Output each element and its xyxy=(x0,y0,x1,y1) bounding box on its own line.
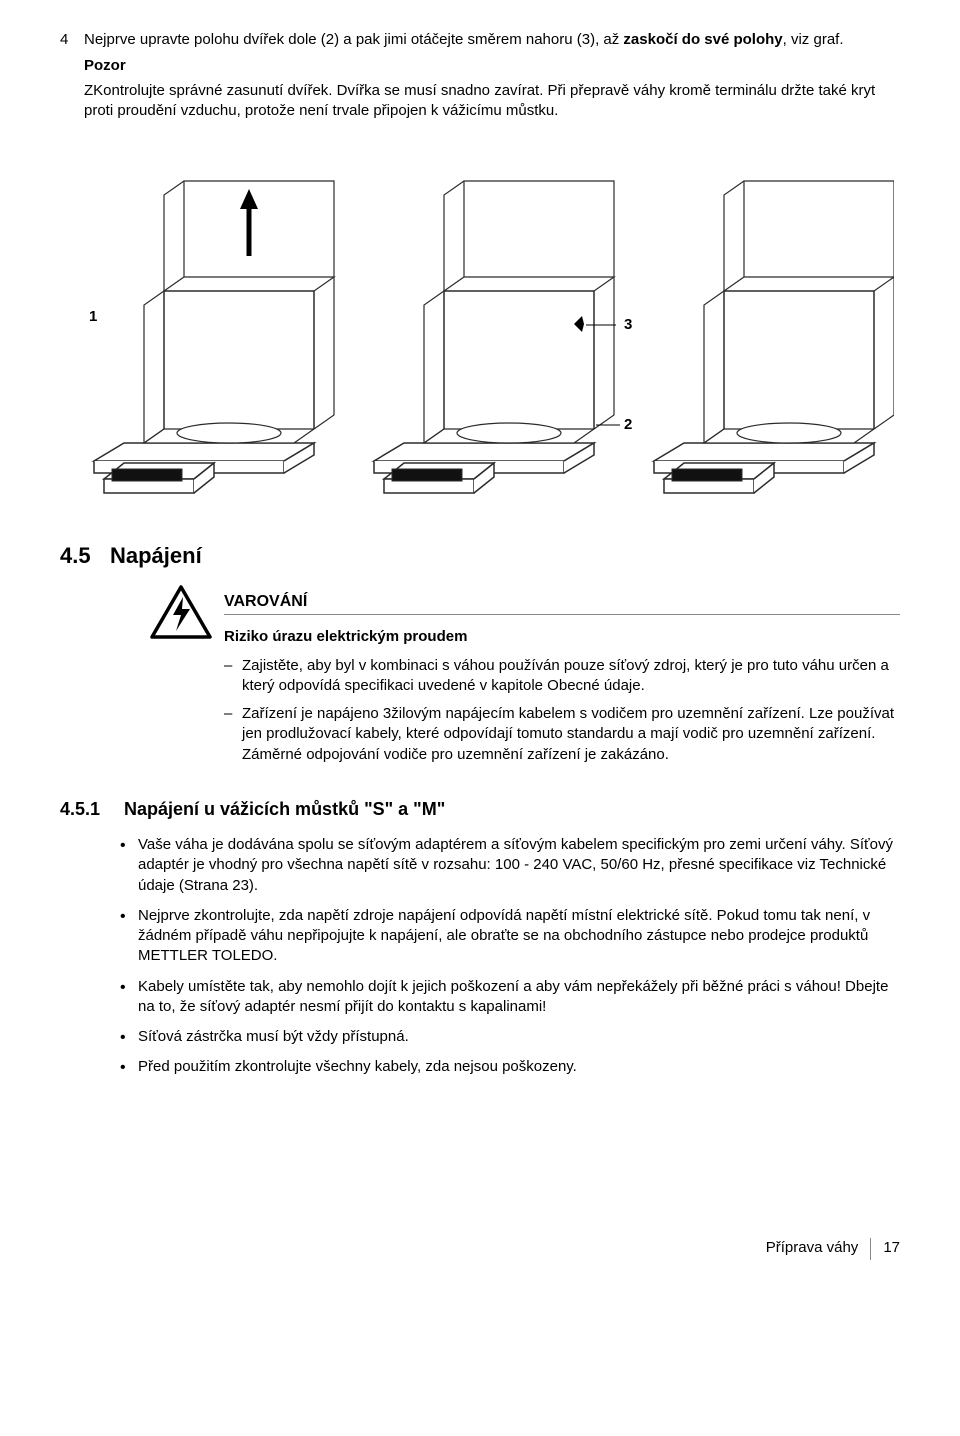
pozor-label: Pozor xyxy=(84,56,900,76)
heading-4-5-1: 4.5.1 Napájení u vážicích můstků "S" a "… xyxy=(60,797,900,821)
warning-body: VAROVÁNÍ Riziko úrazu elektrickým proude… xyxy=(224,585,900,773)
warning-title: VAROVÁNÍ xyxy=(224,591,900,616)
step-text-mid: , viz graf. xyxy=(783,31,844,48)
list-item: • Kabely umístěte tak, aby nemohlo dojít… xyxy=(120,977,900,1018)
section-title: Napájení xyxy=(110,541,202,571)
bullet-text: Vaše váha je dodávána spolu se síťovým a… xyxy=(138,835,900,896)
bullet-icon: • xyxy=(120,1027,138,1047)
bullet-text: Nejprve zkontrolujte, zda napětí zdroje … xyxy=(138,906,900,967)
callout-3: 3 xyxy=(624,316,632,333)
list-item: • Vaše váha je dodávána spolu se síťovým… xyxy=(120,835,900,896)
bullet-icon: • xyxy=(120,977,138,1018)
dash-marker: – xyxy=(224,656,242,697)
heading-4-5: 4.5 Napájení xyxy=(60,541,900,571)
step-text-pre: Nejprve upravte polohu dvířek dole (2) a… xyxy=(84,31,623,48)
step-text-bold: zaskočí do své polohy xyxy=(623,31,782,48)
callout-1: 1 xyxy=(89,308,97,325)
warning-block: VAROVÁNÍ Riziko úrazu elektrickým proude… xyxy=(150,585,900,773)
step-text: Nejprve upravte polohu dvířek dole (2) a… xyxy=(84,30,900,50)
electric-warning-icon xyxy=(150,585,224,773)
footer-divider xyxy=(870,1238,871,1260)
list-item: • Před použitím zkontrolujte všechny kab… xyxy=(120,1057,900,1077)
footer-section: Příprava váhy xyxy=(766,1238,859,1258)
subsection-title: Napájení u vážicích můstků "S" a "M" xyxy=(124,797,445,821)
step-4: 4 Nejprve upravte polohu dvířek dole (2)… xyxy=(60,30,900,50)
list-item: • Síťová zástrčka musí být vždy přístupn… xyxy=(120,1027,900,1047)
step-number: 4 xyxy=(60,30,84,50)
bullet-icon: • xyxy=(120,835,138,896)
warning-item-1-text: Zajistěte, aby byl v kombinaci s váhou p… xyxy=(242,656,900,697)
callout-2: 2 xyxy=(624,416,632,433)
warning-subtitle: Riziko úrazu elektrickým proudem xyxy=(224,627,900,647)
scale-line-art: 1 3 2 xyxy=(84,141,894,501)
warning-item-1: – Zajistěte, aby byl v kombinaci s váhou… xyxy=(224,656,900,697)
pozor-text: ZKontrolujte správné zasunutí dvířek. Dv… xyxy=(84,81,900,122)
list-item: • Nejprve zkontrolujte, zda napětí zdroj… xyxy=(120,906,900,967)
scale-diagram: 1 3 2 xyxy=(84,141,900,501)
bullet-text: Před použitím zkontrolujte všechny kabel… xyxy=(138,1057,900,1077)
footer-page-number: 17 xyxy=(883,1238,900,1258)
bullet-icon: • xyxy=(120,906,138,967)
subsection-number: 4.5.1 xyxy=(60,797,124,821)
section-number: 4.5 xyxy=(60,541,110,571)
dash-marker: – xyxy=(224,704,242,765)
warning-item-2: – Zařízení je napájeno 3žilovým napájecí… xyxy=(224,704,900,765)
bullet-text: Síťová zástrčka musí být vždy přístupná. xyxy=(138,1027,900,1047)
bullet-text: Kabely umístěte tak, aby nemohlo dojít k… xyxy=(138,977,900,1018)
warning-item-2-text: Zařízení je napájeno 3žilovým napájecím … xyxy=(242,704,900,765)
page-footer: Příprava váhy 17 xyxy=(60,1238,900,1260)
bullet-icon: • xyxy=(120,1057,138,1077)
bullet-list: • Vaše váha je dodávána spolu se síťovým… xyxy=(120,835,900,1078)
